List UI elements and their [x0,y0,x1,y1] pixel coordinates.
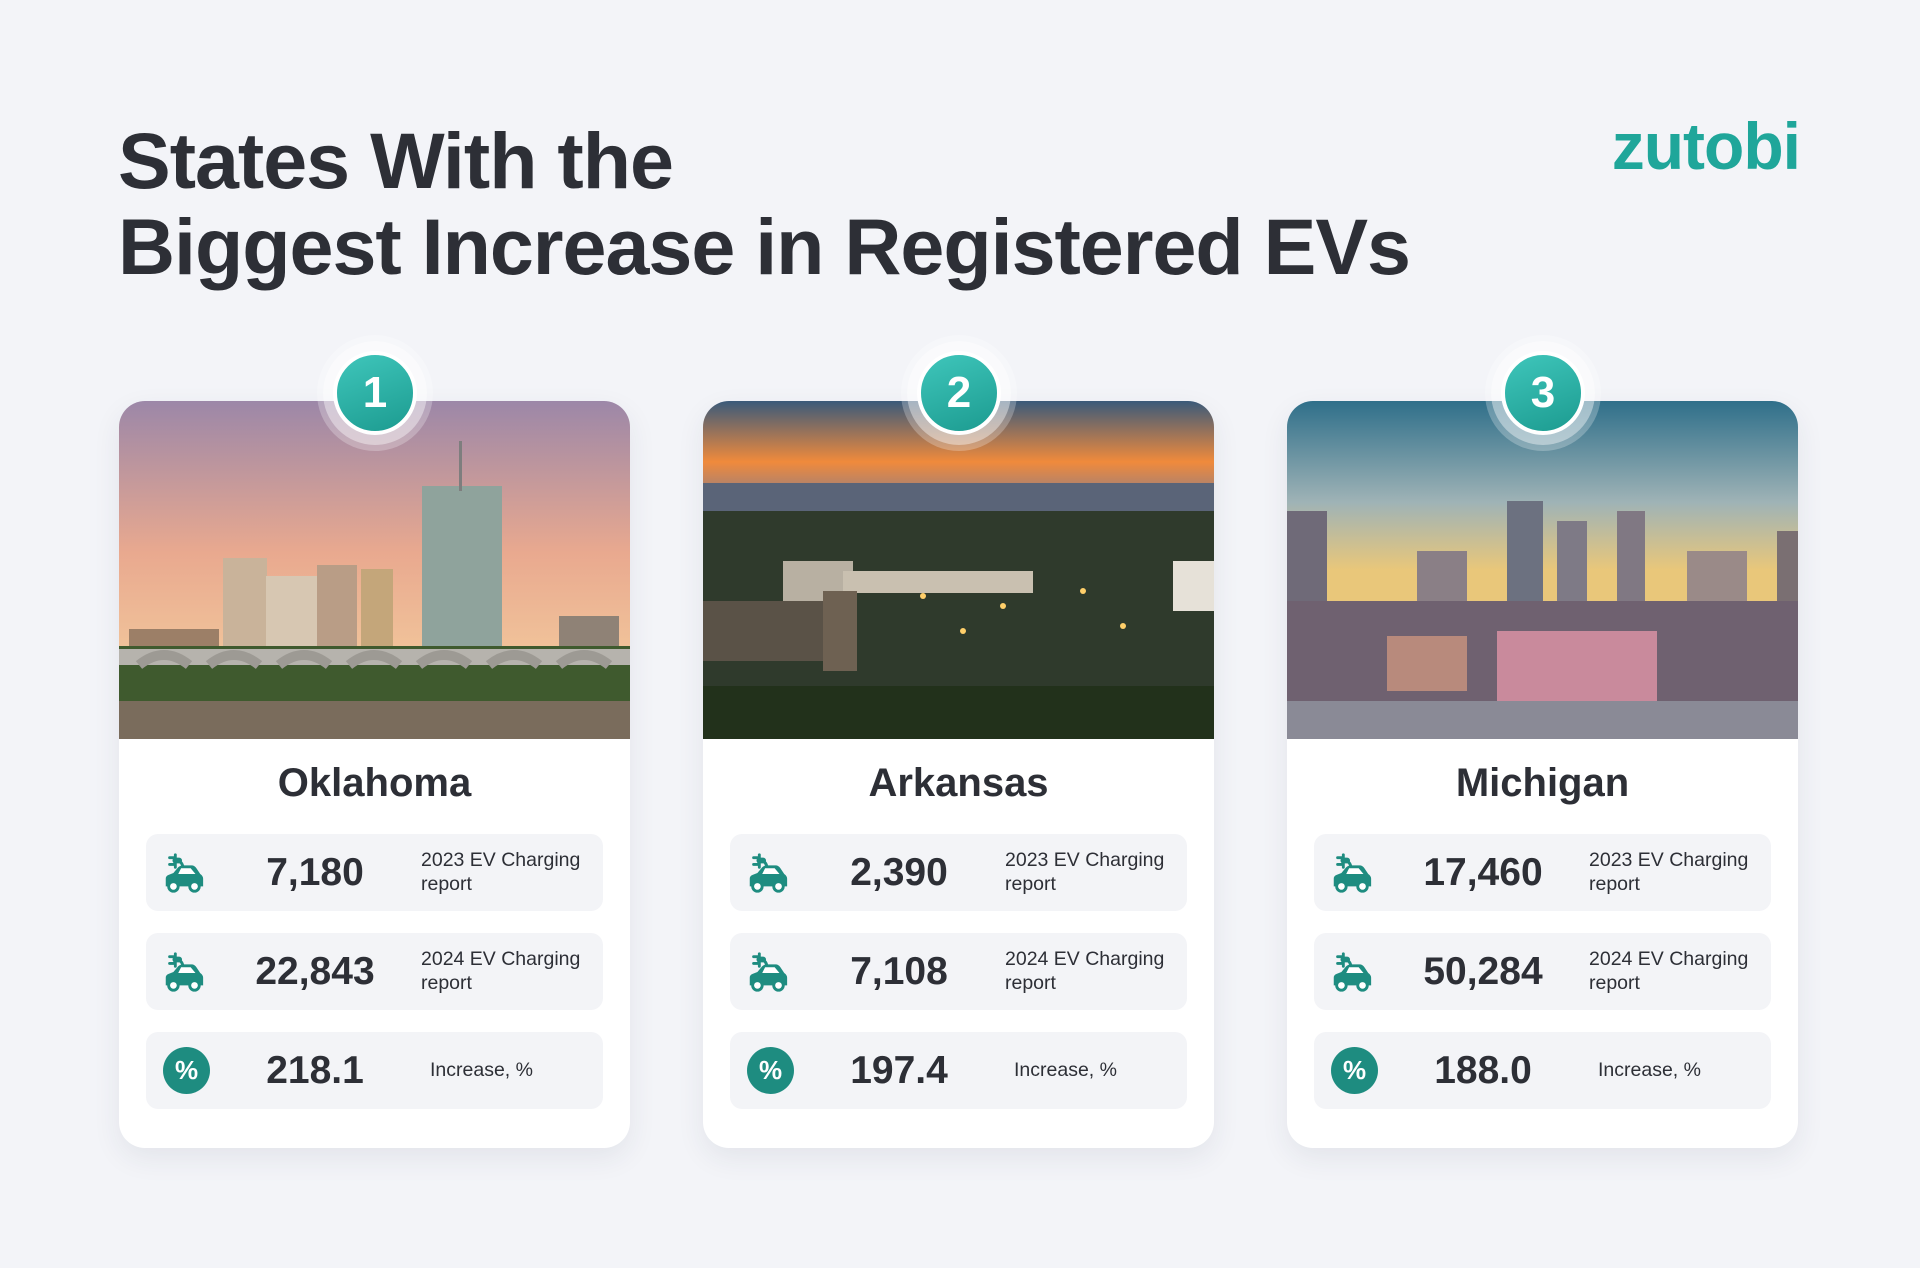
stat-label: 2023 EV Charging report [421,849,581,895]
stat-row-2024: 50,284 2024 EV Charging report [1314,933,1771,1010]
state-name: Arkansas [868,761,1049,805]
stat-row-2023: 2,390 2023 EV Charging report [730,834,1187,911]
stat-value: 188.0 [1434,1049,1532,1092]
stat-value: 197.4 [850,1049,948,1092]
stat-label: 2024 EV Charging report [421,948,581,994]
stat-label: 2024 EV Charging report [1005,948,1165,994]
rank-badge-ring: 2 [907,341,1011,445]
stat-row-increase: % 188.0 Increase, % [1314,1032,1771,1109]
stat-value: 218.1 [266,1049,364,1092]
stat-value: 22,843 [255,950,375,993]
stat-label: Increase, % [430,1059,533,1081]
state-card-arkansas: 2 Arkansas 2,390 2023 EV Charging report… [703,341,1214,1148]
stat-row-2024: 7,108 2024 EV Charging report [730,933,1187,1010]
stat-value: 7,108 [850,950,948,993]
ev-charging-car-icon [744,949,790,995]
stat-label: Increase, % [1014,1059,1117,1081]
percent-icon: % [163,1047,210,1094]
rank-badge-ring: 3 [1491,341,1595,445]
rank-badge: 2 [917,351,1001,435]
ev-charging-car-icon [1328,949,1374,995]
rank-badge: 1 [333,351,417,435]
ev-charging-car-icon [1328,850,1374,896]
michigan-photo [1287,401,1798,739]
stat-row-increase: % 218.1 Increase, % [146,1032,603,1109]
stat-row-2024: 22,843 2024 EV Charging report [146,933,603,1010]
state-card-oklahoma: 1 Oklahoma 7,180 2023 EV Charging report… [119,341,630,1148]
percent-icon: % [747,1047,794,1094]
stat-label: 2023 EV Charging report [1589,849,1749,895]
ev-charging-car-icon [160,850,206,896]
stat-row-2023: 7,180 2023 EV Charging report [146,834,603,911]
ev-charging-car-icon [744,850,790,896]
state-card-michigan: 3 Michigan 17,460 2023 EV Charging repor… [1287,341,1798,1148]
arkansas-photo [703,401,1214,739]
state-name: Oklahoma [277,761,472,805]
stat-label: 2024 EV Charging report [1589,948,1749,994]
state-name: Michigan [1455,761,1630,805]
stat-value: 50,284 [1423,950,1543,993]
stat-row-2023: 17,460 2023 EV Charging report [1314,834,1771,911]
stat-label: Increase, % [1598,1059,1701,1081]
percent-icon: % [1331,1047,1378,1094]
rank-badge-ring: 1 [323,341,427,445]
stat-value: 7,180 [266,851,364,894]
title-line-2: Biggest Increase in Registered EVs [118,202,1411,291]
title-line-1: States With the [118,116,674,205]
stat-row-increase: % 197.4 Increase, % [730,1032,1187,1109]
stat-label: 2023 EV Charging report [1005,849,1165,895]
oklahoma-photo [119,401,630,739]
zutobi-logo[interactable]: zutobi [1611,109,1801,183]
ev-charging-car-icon [160,949,206,995]
stat-value: 2,390 [850,851,948,894]
stat-value: 17,460 [1423,851,1543,894]
rank-badge: 3 [1501,351,1585,435]
page-title: States With the Biggest Increase in Regi… [118,116,1411,291]
